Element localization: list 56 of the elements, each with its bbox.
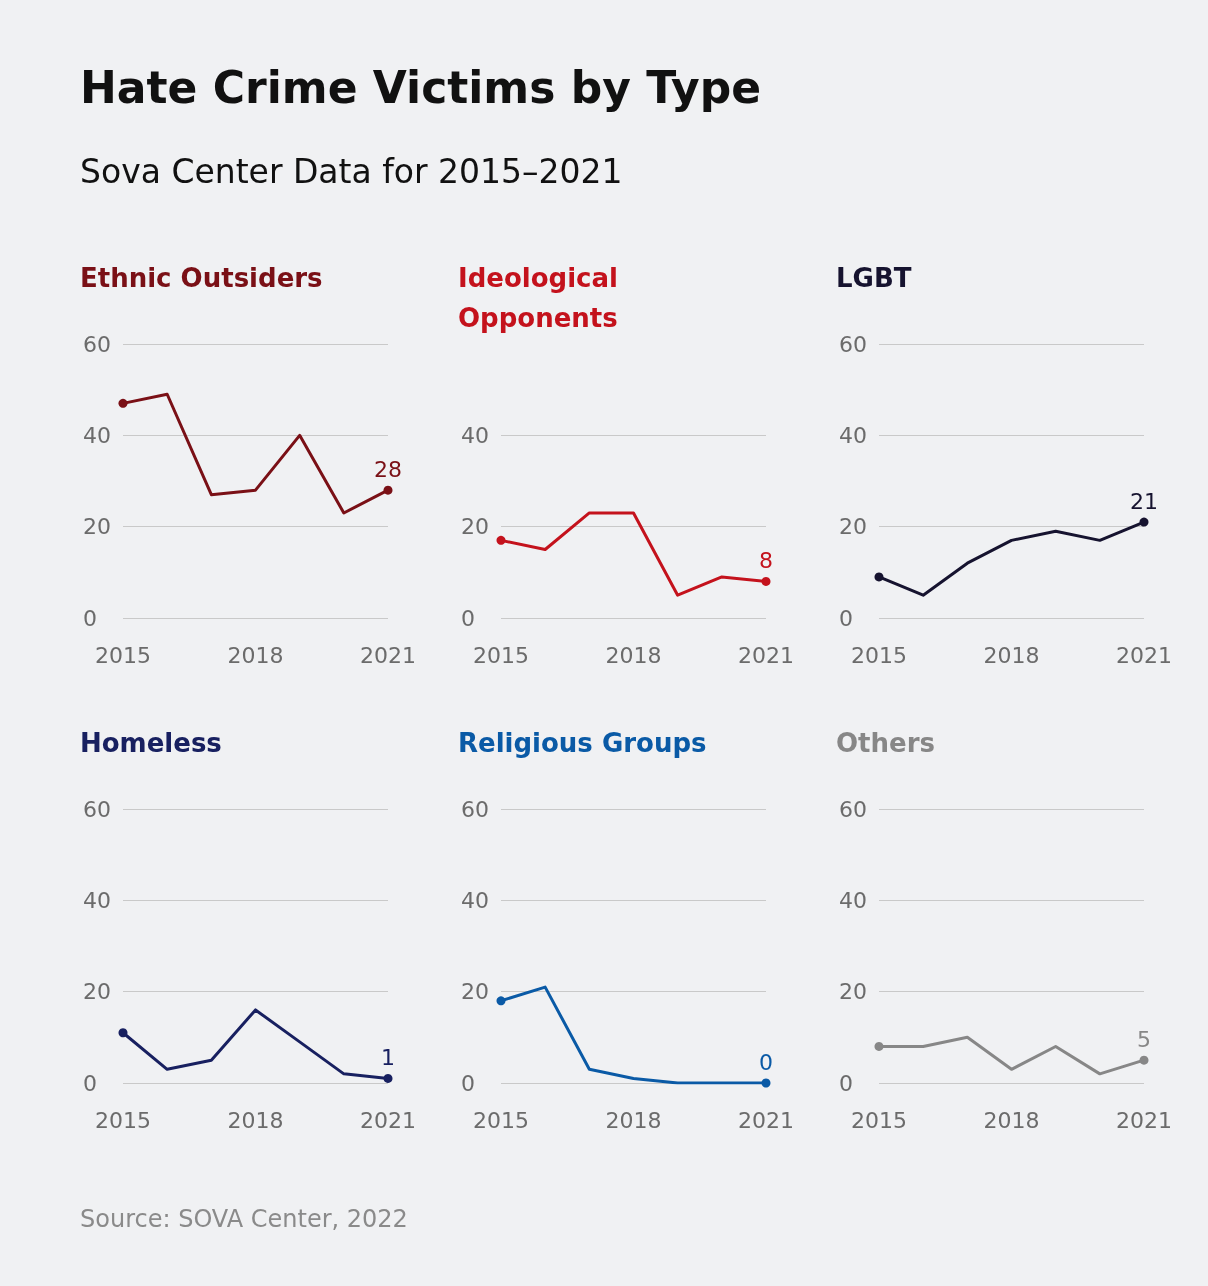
x-tick-label: 2021 [1116,1107,1172,1133]
data-label: 5 [1137,1027,1151,1053]
y-tick-label: 40 [461,887,489,913]
chart-title: Others [836,727,936,760]
y-tick-label: 20 [83,979,111,1005]
y-tick-label: 20 [839,979,867,1005]
text: Hate Crime Victims by Type [80,62,762,113]
chart-title: LGBT [836,262,913,295]
y-tick-label: 60 [839,796,867,822]
chart-title: Homeless [80,727,223,760]
y-tick-label: 0 [839,605,853,631]
data-label: 28 [374,457,402,483]
y-tick-label: 60 [461,796,489,822]
data-label: 8 [759,548,773,574]
y-tick-label: 20 [461,979,489,1005]
x-tick-label: 2018 [605,1107,662,1133]
y-tick-label: 20 [839,514,867,540]
y-tick-label: 40 [839,887,867,913]
y-tick-label: 40 [83,422,111,448]
x-tick-label: 2015 [851,642,907,668]
x-tick-label: 2015 [95,642,151,668]
x-tick-label: 2021 [738,1107,794,1133]
x-tick-label: 2021 [738,642,794,668]
data-label: 0 [759,1050,773,1075]
y-tick-label: 0 [461,605,475,631]
source-note: Source: SOVA Center, 2022 [80,1205,408,1233]
x-tick-label: 2018 [605,642,662,668]
y-tick-label: 60 [839,331,867,357]
chart-title: Religious Groups [458,727,708,760]
text: Sova Center Data for 2015–2021 [80,152,623,191]
y-tick-label: 0 [83,605,97,631]
x-tick-label: 2021 [1116,642,1172,668]
y-tick-label: 0 [461,1070,475,1096]
x-tick-label: 2018 [983,642,1040,668]
x-tick-label: 2018 [227,642,284,668]
y-tick-label: 0 [83,1070,97,1096]
y-tick-label: 20 [83,514,111,540]
y-tick-label: 0 [839,1070,853,1096]
x-tick-label: 2018 [227,1107,284,1133]
y-tick-label: 40 [83,887,111,913]
chart-title: Ethnic Outsiders [80,262,324,295]
x-tick-label: 2018 [983,1107,1040,1133]
data-label: 21 [1130,489,1158,515]
y-tick-label: 40 [839,422,867,448]
x-tick-label: 2015 [851,1107,907,1133]
x-tick-label: 2021 [360,642,416,668]
chart-title: Ideological Opponents [458,262,619,335]
x-tick-label: 2015 [473,1107,529,1133]
x-tick-label: 2015 [95,1107,151,1133]
y-tick-label: 20 [461,514,489,540]
data-label: 1 [381,1045,395,1071]
y-tick-label: 60 [83,796,111,822]
x-tick-label: 2021 [360,1107,416,1133]
y-tick-label: 40 [461,422,489,448]
y-tick-label: 60 [83,331,111,357]
x-tick-label: 2015 [473,642,529,668]
